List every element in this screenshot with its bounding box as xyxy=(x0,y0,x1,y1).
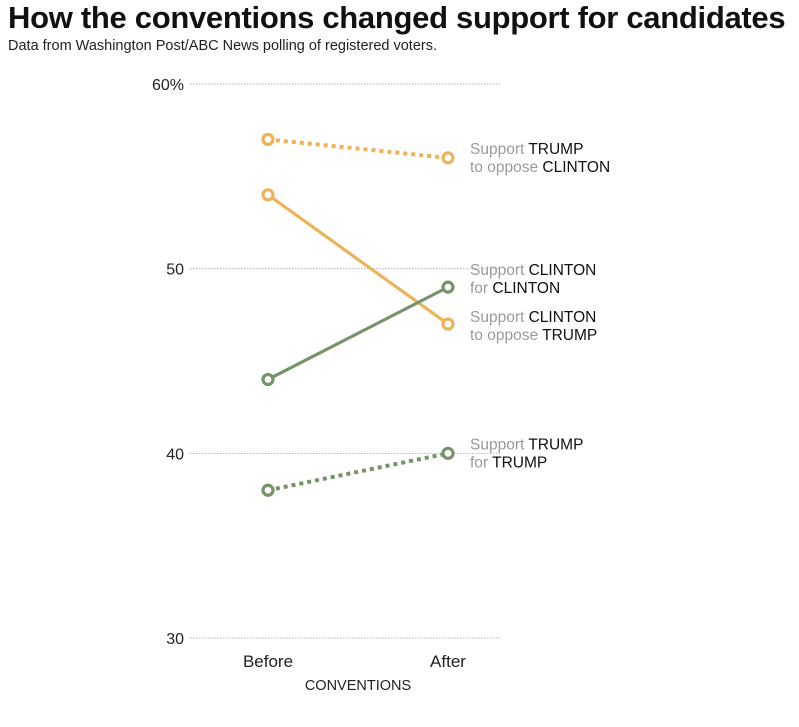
data-point-before xyxy=(261,483,275,497)
series-label-part: CLINTON xyxy=(529,309,597,326)
series-label-part: TRUMP xyxy=(528,436,583,453)
y-tick-label: 40 xyxy=(166,446,184,463)
series-line xyxy=(267,193,449,326)
series-label-part: CLINTON xyxy=(529,262,597,279)
series-2 xyxy=(261,280,455,387)
series-label-part: CLINTON xyxy=(542,159,610,176)
y-tick-label: 30 xyxy=(166,631,184,648)
series-line xyxy=(267,451,449,493)
series-3 xyxy=(261,446,455,497)
chart-title: How the conventions changed support for … xyxy=(8,0,786,35)
x-category-label: Before xyxy=(243,652,293,671)
x-axis-title: CONVENTIONS xyxy=(305,678,411,694)
series-label-part: for xyxy=(470,280,492,297)
series-label-part: Support xyxy=(470,141,528,158)
data-point-after xyxy=(441,151,455,165)
series-label: Support TRUMP to oppose CLINTON xyxy=(470,141,610,176)
data-point-after xyxy=(441,317,455,331)
series-0 xyxy=(261,132,455,165)
data-point-before xyxy=(261,132,275,146)
series-line xyxy=(267,285,449,381)
y-tick-label: 60% xyxy=(152,77,184,94)
series-label: Support CLINTON for CLINTON xyxy=(470,262,596,297)
data-point-before xyxy=(261,188,275,202)
gridlines xyxy=(190,83,500,639)
series-label-part: TRUMP xyxy=(542,327,597,344)
series-label-part: Support xyxy=(470,309,529,326)
series-label-part: CLINTON xyxy=(492,280,560,297)
data-point-after xyxy=(441,446,455,460)
y-axis-ticks: 60% 50 40 30 xyxy=(152,77,184,648)
data-point-before xyxy=(261,372,275,387)
series-label-part: to oppose xyxy=(470,159,542,176)
series-label: Support TRUMP for TRUMP xyxy=(470,436,583,471)
series-1 xyxy=(261,188,455,331)
y-tick-label: 50 xyxy=(166,262,184,279)
series-line xyxy=(267,137,449,160)
chart-subtitle: Data from Washington Post/ABC News polli… xyxy=(8,38,438,54)
x-category-label: After xyxy=(430,652,466,671)
series-label-part: Support xyxy=(470,262,529,279)
series-label-part: TRUMP xyxy=(528,141,583,158)
series-lines xyxy=(261,132,455,497)
series-label-part: to oppose xyxy=(470,327,542,344)
x-axis-categories: Before After xyxy=(243,652,466,671)
data-point-after xyxy=(441,280,455,294)
series-label-part: for xyxy=(470,454,492,471)
series-label-part: Support xyxy=(470,436,528,453)
series-label: Support CLINTON to oppose TRUMP xyxy=(470,309,597,344)
series-label-part: TRUMP xyxy=(492,454,547,471)
